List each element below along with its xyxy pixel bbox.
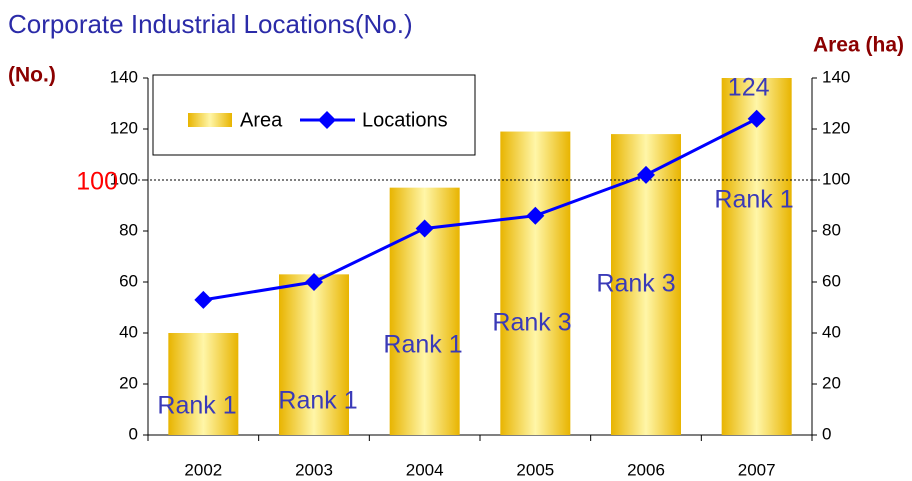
x-tick-label: 2002 (184, 460, 222, 479)
rank-label: Rank 1 (278, 387, 357, 415)
x-tick-label: 2006 (627, 460, 665, 479)
legend-marker (318, 111, 336, 129)
y-tick-label: 140 (110, 67, 138, 86)
x-tick-label: 2007 (738, 460, 776, 479)
bar (279, 274, 349, 435)
legend-label: Area (240, 109, 283, 131)
marker (637, 165, 655, 184)
y-tick-label: 120 (110, 118, 138, 137)
y-tick-label: 0 (129, 424, 138, 443)
rank-label: Rank 3 (492, 309, 571, 337)
legend-label: Locations (362, 109, 448, 131)
bar (500, 131, 571, 436)
y2-axis-label: Area (ha) (813, 34, 904, 57)
y-tick-label: 20 (119, 373, 138, 392)
y-tick-label: 40 (119, 322, 138, 341)
chart-title: Corporate Industrial Locations(No.) (8, 9, 413, 39)
rank-label: Rank 3 (596, 270, 675, 298)
x-tick-label: 2004 (406, 460, 444, 479)
y-axis-label: (No.) (8, 64, 56, 87)
y-tick-label: 100 (110, 169, 138, 188)
marker (305, 273, 323, 291)
y2-tick-label: 100 (822, 169, 850, 188)
bar (168, 333, 239, 435)
y2-tick-label: 60 (822, 271, 841, 290)
y2-tick-label: 140 (822, 67, 850, 86)
y-tick-label: 60 (119, 271, 138, 290)
legend-swatch (188, 113, 232, 127)
y2-tick-label: 40 (822, 322, 841, 341)
y2-tick-label: 20 (822, 373, 841, 392)
y2-tick-label: 0 (822, 424, 831, 443)
marker (194, 290, 213, 309)
rank-label: Rank 1 (383, 331, 462, 359)
line (203, 117, 758, 302)
marker (415, 219, 434, 238)
reference-label: 100 (76, 168, 118, 196)
bar (721, 78, 792, 435)
data-label: 124 (728, 73, 770, 101)
y2-tick-label: 80 (822, 220, 841, 239)
rank-label: Rank 1 (714, 186, 793, 214)
y-tick-label: 80 (119, 220, 138, 239)
x-tick-label: 2003 (295, 460, 333, 479)
x-tick-label: 2005 (516, 460, 554, 479)
marker (526, 206, 545, 225)
rank-label: Rank 1 (157, 392, 236, 420)
marker (747, 109, 766, 128)
y2-tick-label: 120 (822, 118, 850, 137)
